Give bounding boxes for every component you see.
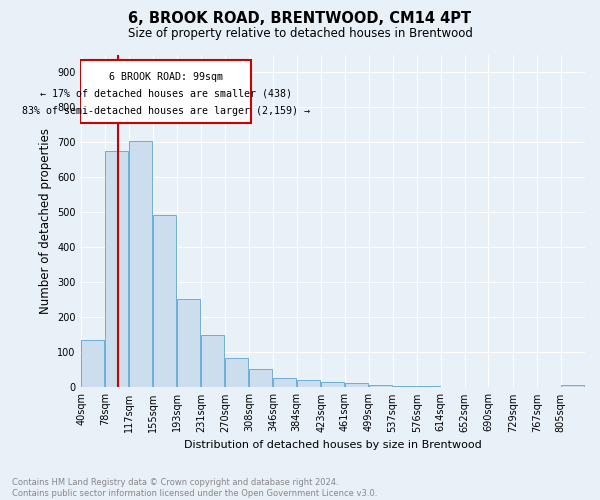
Bar: [296, 380, 320, 388]
Bar: [105, 151, 128, 388]
Text: Size of property relative to detached houses in Brentwood: Size of property relative to detached ho…: [128, 28, 472, 40]
Bar: [369, 386, 392, 388]
Bar: [80, 60, 251, 122]
Bar: [345, 383, 368, 388]
Bar: [273, 378, 296, 388]
Bar: [177, 299, 200, 388]
Text: Contains HM Land Registry data © Crown copyright and database right 2024.
Contai: Contains HM Land Registry data © Crown c…: [12, 478, 377, 498]
Bar: [225, 358, 248, 388]
Text: ← 17% of detached houses are smaller (438): ← 17% of detached houses are smaller (43…: [40, 89, 292, 99]
Text: 6 BROOK ROAD: 99sqm: 6 BROOK ROAD: 99sqm: [109, 72, 223, 82]
Bar: [130, 142, 152, 388]
Bar: [81, 340, 104, 388]
Bar: [560, 384, 584, 388]
Y-axis label: Number of detached properties: Number of detached properties: [38, 128, 52, 314]
Bar: [153, 216, 176, 388]
X-axis label: Distribution of detached houses by size in Brentwood: Distribution of detached houses by size …: [184, 440, 482, 450]
Bar: [249, 369, 272, 388]
Bar: [201, 335, 224, 388]
Bar: [417, 386, 440, 388]
Bar: [321, 382, 344, 388]
Text: 83% of semi-detached houses are larger (2,159) →: 83% of semi-detached houses are larger (…: [22, 106, 310, 116]
Bar: [441, 386, 464, 388]
Bar: [392, 386, 416, 388]
Text: 6, BROOK ROAD, BRENTWOOD, CM14 4PT: 6, BROOK ROAD, BRENTWOOD, CM14 4PT: [128, 11, 472, 26]
